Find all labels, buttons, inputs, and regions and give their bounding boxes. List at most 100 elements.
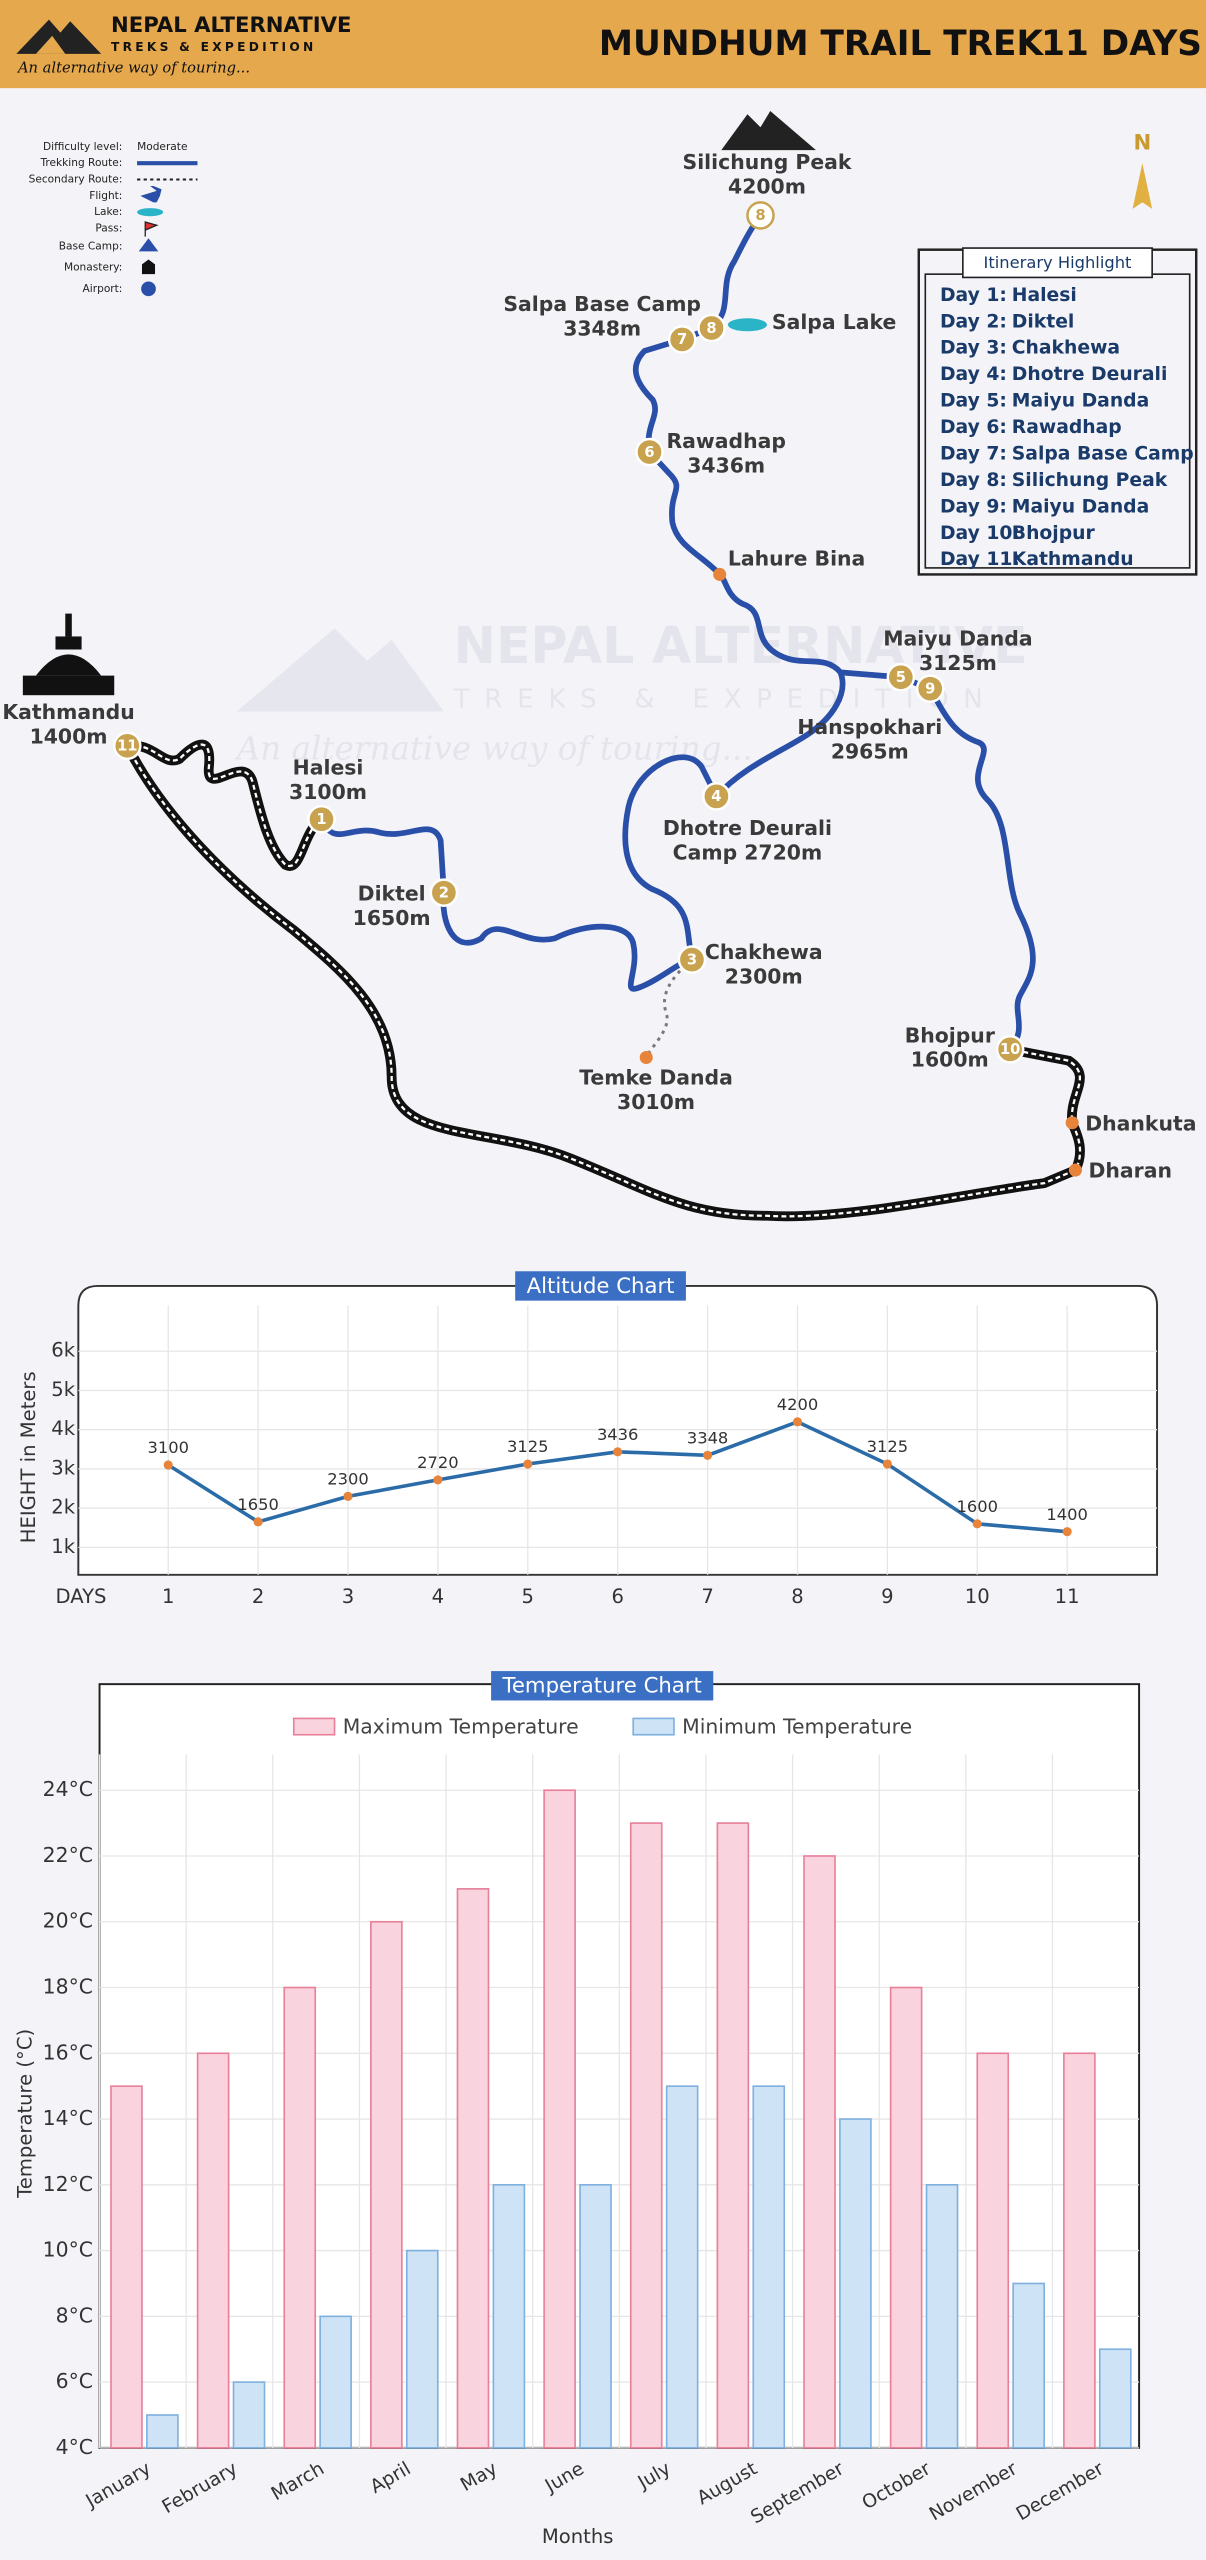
- value-label: 2300: [327, 1470, 368, 1489]
- x-tick-label: 3: [342, 1585, 354, 1608]
- day-marker-label: 2: [439, 884, 449, 901]
- itinerary-day: Day 5:: [940, 391, 1007, 412]
- watermark-brand: NEPAL ALTERNATIVE: [454, 616, 1028, 675]
- place-label: Rawadhap: [666, 429, 785, 453]
- itinerary-title: Itinerary Highlight: [984, 253, 1132, 272]
- bar: [1012, 2282, 1045, 2449]
- trek-route: [318, 212, 1036, 1053]
- legend-camp: [138, 238, 159, 252]
- legend-label: Lake:: [94, 206, 122, 218]
- altitude-point: [972, 1519, 982, 1529]
- bar: [370, 1920, 403, 2449]
- legend-swatch: [632, 1717, 675, 1736]
- itinerary-place: Kathmandu: [1012, 549, 1134, 570]
- legend-label: Minimum Temperature: [682, 1714, 912, 1738]
- road-dash: [126, 745, 1082, 1218]
- itinerary-day: Day 7:: [940, 444, 1007, 465]
- altitude-point: [882, 1459, 892, 1469]
- peak-icon: [721, 110, 816, 151]
- waypoint: [1065, 1116, 1079, 1130]
- altitude-point: [703, 1450, 713, 1460]
- altitude-point: [613, 1447, 623, 1457]
- place-label: Camp 2720m: [673, 840, 823, 864]
- bar: [889, 1986, 923, 2449]
- day-marker: [697, 313, 726, 343]
- value-label: 3100: [147, 1438, 188, 1457]
- place-label: Silichung Peak: [683, 150, 852, 174]
- place-label: 1600m: [911, 1048, 989, 1072]
- place-label: 4200m: [728, 175, 806, 199]
- day-marker: [886, 662, 916, 692]
- legend-airport: [141, 281, 156, 297]
- bar: [319, 2315, 352, 2449]
- bar: [976, 2052, 1010, 2449]
- legend-swatch: [292, 1717, 336, 1736]
- itinerary-place: Dhotre Deurali: [1012, 364, 1168, 385]
- x-tick-label: 4: [432, 1585, 444, 1608]
- place-label: Salpa Base Camp: [503, 292, 701, 316]
- watermark-logo: [236, 628, 444, 712]
- day-marker-label: 4: [711, 788, 721, 805]
- compass-arrow: [1132, 163, 1153, 209]
- y-tick-label: 6k: [51, 1339, 75, 1362]
- y-axis-label: Temperature (°C): [14, 2029, 37, 2199]
- itinerary-day: Day 1:: [940, 285, 1007, 306]
- place-label: Chakhewa: [705, 940, 823, 964]
- bar: [543, 1789, 576, 2449]
- y-tick-label: 14°C: [43, 2106, 93, 2130]
- day-marker: [995, 1035, 1025, 1064]
- logo-mountain: [16, 19, 102, 54]
- waypoint: [639, 1050, 653, 1065]
- place-label: 3100m: [289, 780, 367, 804]
- place-label: Halesi: [293, 756, 364, 780]
- bar: [110, 2085, 143, 2449]
- value-label: 1400: [1046, 1505, 1087, 1524]
- altitude-point: [1062, 1527, 1072, 1537]
- place-label: Temke Danda: [579, 1066, 733, 1090]
- place-label: Bhojpur: [905, 1023, 995, 1047]
- place-label: 1400m: [30, 725, 108, 749]
- legend-value: Moderate: [137, 141, 187, 153]
- itinerary-place: Salpa Base Camp: [1012, 444, 1194, 465]
- y-tick-label: 4k: [51, 1417, 75, 1440]
- legend-monastery: [141, 259, 156, 275]
- legend-label: Difficulty level:: [43, 141, 122, 153]
- stupa-tower: [55, 636, 82, 650]
- itinerary-day: Day 8:: [940, 470, 1007, 491]
- itinerary-place: Chakhewa: [1012, 338, 1120, 359]
- itinerary-day: Day 11:: [940, 549, 1020, 570]
- day-marker-label: 9: [925, 680, 935, 697]
- bar: [196, 2052, 230, 2449]
- x-axis-label: Months: [542, 2525, 614, 2548]
- logo-mountain-cut: [35, 35, 66, 54]
- legend-label: Monastery:: [64, 262, 122, 274]
- x-tick-label: 7: [701, 1585, 713, 1608]
- place-label: Salpa Lake: [772, 310, 896, 334]
- place-label: Kathmandu: [2, 700, 134, 724]
- altitude-point: [523, 1459, 533, 1469]
- itinerary-day: Day 6:: [940, 417, 1007, 438]
- x-tick-label: 8: [791, 1585, 803, 1608]
- day-marker: [667, 325, 697, 354]
- bar: [579, 2184, 612, 2449]
- itinerary-title-box: [962, 247, 1153, 279]
- y-tick-label: 20°C: [43, 1909, 93, 1933]
- route-segment: [318, 816, 695, 992]
- itinerary-day: Day 10:: [940, 523, 1020, 544]
- route-segment: [622, 754, 720, 963]
- place-label: 3125m: [919, 651, 997, 675]
- x-tick-label: 2: [252, 1585, 264, 1608]
- altitude-point: [433, 1475, 443, 1485]
- place-label: 3436m: [687, 454, 765, 478]
- stupa-icon: [22, 613, 115, 696]
- bar: [839, 2118, 872, 2449]
- place-label: Dhotre Deurali: [663, 816, 832, 840]
- itinerary-place: Maiyu Danda: [1012, 391, 1149, 412]
- bar: [405, 2249, 439, 2449]
- value-label: 4200: [777, 1395, 818, 1414]
- day-marker-label: 1: [316, 811, 326, 828]
- day-marker: [702, 782, 731, 811]
- legend-label: Pass:: [95, 222, 122, 234]
- day-marker: [915, 674, 945, 703]
